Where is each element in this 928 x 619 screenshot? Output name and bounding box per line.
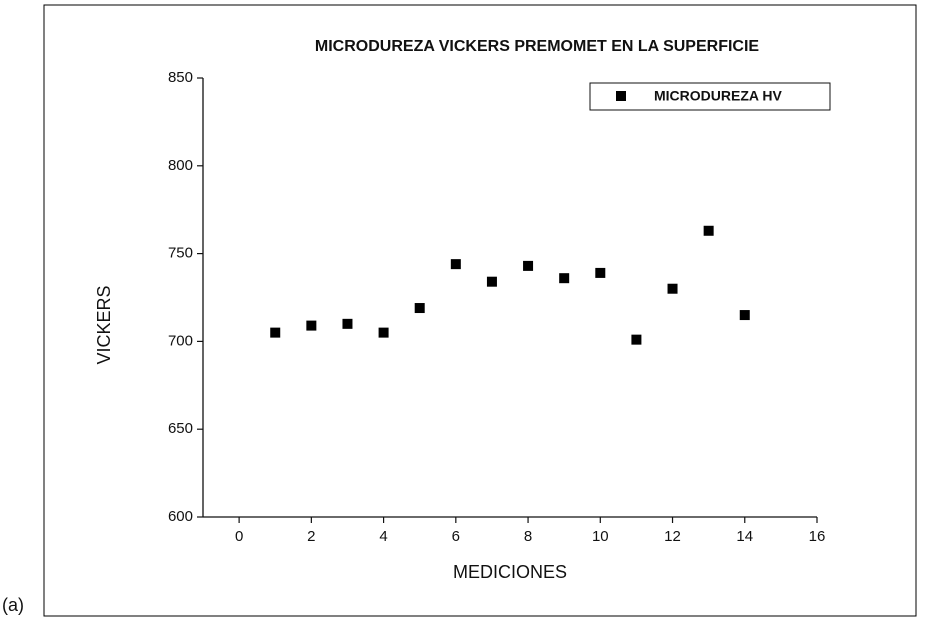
x-tick-label: 4 [379, 528, 387, 545]
point [342, 318, 353, 329]
x-tick-label: 16 [809, 528, 826, 545]
frame [43, 4, 917, 617]
y-tick-label: 600 [168, 508, 193, 525]
x-tick-label: 12 [664, 528, 681, 545]
legend-marker [616, 91, 626, 101]
x-tick-label: 8 [524, 528, 532, 545]
y-tick-label: 650 [168, 420, 193, 437]
x-tick-label: 0 [235, 528, 243, 545]
point [486, 276, 497, 287]
point [378, 327, 389, 338]
y-tick-label: 850 [168, 69, 193, 86]
point [559, 273, 570, 284]
point [703, 225, 714, 236]
point [414, 303, 425, 314]
point [450, 259, 461, 270]
x-tick-label: 2 [307, 528, 315, 545]
y-tick-label: 800 [168, 157, 193, 174]
x-tick-label: 6 [452, 528, 460, 545]
y-tick-label: 700 [168, 332, 193, 349]
caption: (a) [2, 595, 24, 615]
point [523, 260, 534, 271]
y-tick-label: 750 [168, 245, 193, 262]
point [306, 320, 317, 331]
legend-box [589, 82, 831, 111]
point [631, 334, 642, 345]
point [595, 267, 606, 278]
legend-label: MICRODUREZA HV [654, 88, 782, 104]
point [739, 310, 750, 321]
x-tick-label: 14 [736, 528, 753, 545]
chart-title: MICRODUREZA VICKERS PREMOMET EN LA SUPER… [315, 38, 760, 55]
point [270, 327, 281, 338]
x-axis-label: MEDICIONES [453, 562, 567, 582]
x-tick-label: 10 [592, 528, 609, 545]
point [667, 283, 678, 294]
y-axis-label: VICKERS [94, 285, 114, 364]
